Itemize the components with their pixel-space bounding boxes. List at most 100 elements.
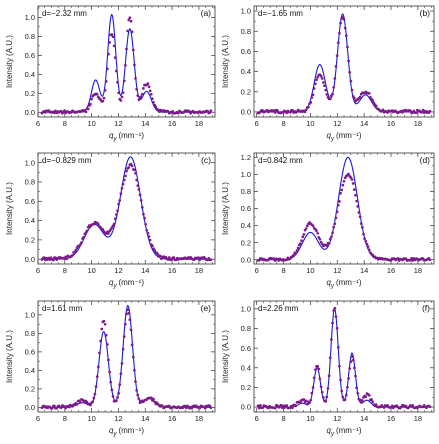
experiment-point <box>339 378 342 382</box>
experiment-point <box>362 232 365 236</box>
experiment-point <box>75 403 79 406</box>
x-tick-label: 6 <box>36 119 40 128</box>
y-tick-label: 0.2 <box>25 384 35 393</box>
x-tick-label: 8 <box>281 414 285 423</box>
panel-label: (a) <box>201 8 212 18</box>
experiment-point <box>358 95 362 99</box>
experiment-point <box>257 406 261 410</box>
x-axis-title-subscript: y <box>330 284 335 290</box>
experiment-point <box>332 225 336 229</box>
experiment-point <box>146 231 150 235</box>
experiment-point <box>120 95 124 99</box>
experiment-point <box>272 109 276 112</box>
experiment-point <box>89 403 92 407</box>
experiment-point <box>128 318 132 322</box>
panel-annotation: d=0.842 mm <box>258 156 303 165</box>
experiment-point <box>102 96 106 100</box>
experiment-point <box>309 100 313 104</box>
experiment-point <box>334 315 338 319</box>
experiment-point <box>95 93 99 96</box>
x-axis-title-subscript: y <box>112 137 117 143</box>
x-tick-label: 10 <box>87 119 95 128</box>
experiment-point <box>104 79 108 83</box>
experiment-point <box>428 405 432 409</box>
experiment-point <box>102 319 106 323</box>
experiment-point <box>92 396 96 400</box>
experiment-point <box>127 18 131 22</box>
experiment-point <box>360 226 364 229</box>
y-tick-label: 1.0 <box>25 310 35 319</box>
y-tick-label: 0.8 <box>241 187 251 196</box>
experiment-point <box>367 92 371 95</box>
experiment-point <box>53 404 56 408</box>
experiment-point <box>310 96 314 99</box>
x-tick-label: 8 <box>281 266 285 275</box>
experiment-point <box>374 403 378 406</box>
experiment-point <box>91 400 95 404</box>
experiment-point <box>312 87 316 90</box>
experiment-point <box>108 370 111 374</box>
experiment-point <box>90 97 93 101</box>
experiment-point <box>130 164 134 168</box>
experiment-point <box>316 365 319 368</box>
experiment-point <box>145 228 149 232</box>
experiment-point <box>130 30 134 34</box>
x-tick-label: 12 <box>114 119 122 128</box>
experiment-point <box>142 87 145 90</box>
experiment-point <box>352 188 356 191</box>
experiment-point <box>325 93 329 96</box>
experiment-point <box>124 63 127 67</box>
experiment-point <box>134 380 137 384</box>
x-axis-title-subscript: y <box>112 284 117 290</box>
experiment-point <box>316 231 319 235</box>
experiment-point <box>304 108 308 112</box>
plot-frame <box>253 300 435 413</box>
experiment-point <box>127 311 131 315</box>
experiment-point <box>148 238 152 242</box>
experiment-point <box>390 404 394 408</box>
experiment-point <box>208 404 212 408</box>
experiment-point <box>93 392 97 396</box>
experiment-point <box>112 44 116 48</box>
experiment-point <box>300 239 303 242</box>
panel-annotation: d=1.61 mm <box>42 304 83 313</box>
experiment-point <box>204 406 207 410</box>
x-tick-label: 6 <box>255 266 259 275</box>
experiment-point <box>111 35 115 39</box>
experiment-point <box>302 232 306 236</box>
experiment-point <box>396 257 400 260</box>
experiment-point <box>313 368 317 372</box>
experiment-point <box>303 110 307 114</box>
experiment-point <box>136 184 140 188</box>
experiment-point <box>101 99 105 103</box>
experiment-point <box>347 377 350 380</box>
x-axis-title-subscript: y <box>112 432 117 438</box>
experiment-point <box>322 396 325 399</box>
experiment-point <box>341 183 345 187</box>
experiment-point <box>351 182 355 185</box>
y-tick-label: 0.4 <box>241 221 251 230</box>
experiment-point <box>80 241 83 244</box>
experiment-point <box>167 404 171 408</box>
experiment-point <box>153 249 157 252</box>
experiment-point <box>316 75 319 79</box>
x-tick-label: 16 <box>168 266 176 275</box>
experiment-point <box>135 178 138 182</box>
experiment-point <box>328 356 332 360</box>
experiment-point <box>411 259 415 262</box>
y-tick-label: 0.0 <box>25 403 35 412</box>
experiment-point <box>285 404 289 407</box>
experiment-point <box>140 206 144 209</box>
y-tick-label: 0.6 <box>241 204 251 213</box>
experiment-point <box>428 109 432 113</box>
y-tick-label: 0.0 <box>25 108 35 117</box>
experiment-point <box>409 109 412 113</box>
experiment-point <box>85 229 89 233</box>
experiment-point <box>136 94 140 97</box>
experiment-point <box>317 367 321 371</box>
experiment-point <box>110 388 114 392</box>
x-tick-label: 12 <box>333 119 341 128</box>
x-axis-title-subscript: y <box>330 432 335 438</box>
y-tick-label: 1.0 <box>241 7 251 16</box>
experiment-point <box>107 232 110 235</box>
